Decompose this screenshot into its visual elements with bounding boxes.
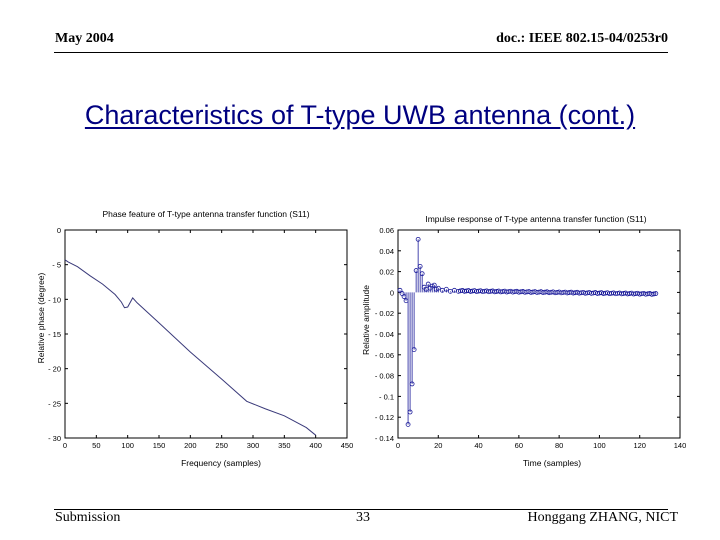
header-divider [54,52,668,53]
impulse-ytick-label: 0.02 [379,268,394,277]
phase-chart: Phase feature of T-type antenna transfer… [36,209,353,468]
impulse-point [435,285,441,291]
phase-xtick-label: 300 [247,441,260,450]
impulse-point [409,381,415,387]
phase-xtick-label: 50 [92,441,100,450]
impulse-point [415,236,421,242]
impulse-xtick-label: 40 [474,441,482,450]
impulse-xtick-label: 20 [434,441,442,450]
phase-xtick-label: 350 [278,441,291,450]
phase-xtick-label: 100 [121,441,134,450]
phase-ytick-label: - 30 [48,434,61,443]
slide-title: Characteristics of T-type UWB antenna (c… [84,100,636,130]
phase-chart-ylabel: Relative phase (degree) [36,272,46,363]
impulse-ytick-label: 0.04 [379,247,394,256]
phase-xtick-label: 0 [63,441,67,450]
impulse-point [651,291,657,297]
impulse-point [425,281,431,287]
impulse-xtick-label: 60 [515,441,523,450]
impulse-point [431,282,437,288]
impulse-xtick-label: 140 [674,441,687,450]
phase-xtick-label: 150 [153,441,166,450]
footer-page-number: 33 [356,510,370,525]
impulse-ytick-label: - 0.08 [375,372,394,381]
phase-ytick-label: - 10 [48,295,61,304]
impulse-ytick-label: - 0.12 [375,413,394,422]
phase-chart-axes-box [64,229,348,439]
impulse-ytick-label: 0.06 [379,226,394,235]
footer-submission: Submission [55,510,121,525]
impulse-ytick-label: - 0.02 [375,309,394,318]
impulse-xtick-label: 120 [633,441,646,450]
phase-ytick-label: - 25 [48,399,61,408]
footer-author: Honggang ZHANG, NICT [527,510,678,525]
impulse-point [417,263,423,269]
impulse-xtick-label: 80 [555,441,563,450]
impulse-ytick-label: - 0.1 [379,392,394,401]
impulse-ytick-label: - 0.06 [375,351,394,360]
impulse-xtick-label: 100 [593,441,606,450]
impulse-ytick-label: 0 [390,288,394,297]
phase-ytick-label: - 5 [52,261,61,270]
phase-ytick-label: 0 [57,226,61,235]
phase-chart-title: Phase feature of T-type antenna transfer… [102,209,309,219]
impulse-point [411,347,417,353]
phase-xtick-label: 450 [341,441,354,450]
impulse-point [653,291,659,296]
phase-chart-xlabel: Frequency (samples) [181,458,261,468]
phase-xtick-label: 400 [309,441,322,450]
impulse-point [405,422,411,427]
impulse-chart-ylabel: Relative amplitude [361,285,371,355]
impulse-xtick-label: 0 [396,441,400,450]
phase-series-line [64,259,317,436]
header-date: May 2004 [55,31,114,46]
impulse-chart: Impulse response of T-type antenna trans… [361,214,686,468]
impulse-chart-axes-box [397,229,681,439]
impulse-point [419,271,425,277]
phase-ytick-label: - 20 [48,365,61,374]
phase-ytick-label: - 15 [48,330,61,339]
impulse-point [407,409,413,415]
phase-xtick-label: 250 [215,441,228,450]
header-doc-id: doc.: IEEE 802.15-04/0253r0 [496,31,668,46]
impulse-chart-xlabel: Time (samples) [523,458,581,468]
footer-divider [54,509,668,510]
impulse-chart-title: Impulse response of T-type antenna trans… [425,214,646,224]
impulse-point [443,286,449,292]
impulse-ytick-label: - 0.04 [375,330,394,339]
impulse-ytick-label: - 0.14 [375,434,394,443]
phase-xtick-label: 200 [184,441,197,450]
